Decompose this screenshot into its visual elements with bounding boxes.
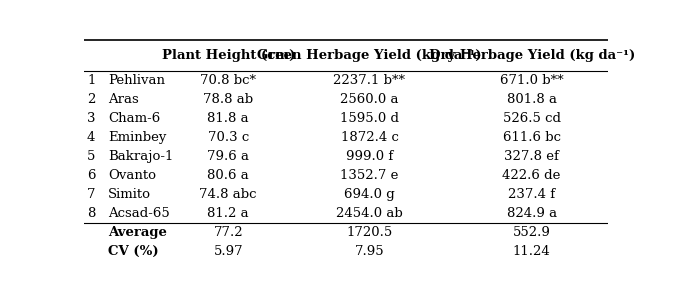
Text: 801.8 a: 801.8 a [507, 92, 557, 106]
Text: 1595.0 d: 1595.0 d [340, 112, 399, 124]
Text: 2560.0 a: 2560.0 a [340, 92, 399, 106]
Text: Bakrajo-1: Bakrajo-1 [108, 150, 173, 163]
Text: 671.0 b**: 671.0 b** [500, 74, 564, 87]
Text: 8: 8 [87, 207, 95, 220]
Text: 3: 3 [87, 112, 95, 124]
Text: 2454.0 ab: 2454.0 ab [336, 207, 403, 220]
Text: 824.9 a: 824.9 a [506, 207, 557, 220]
Text: CV (%): CV (%) [108, 245, 159, 258]
Text: Acsad-65: Acsad-65 [108, 207, 169, 220]
Text: 70.8 bc*: 70.8 bc* [200, 74, 256, 87]
Text: 1352.7 e: 1352.7 e [340, 169, 399, 182]
Text: 4: 4 [87, 131, 95, 144]
Text: 526.5 cd: 526.5 cd [503, 112, 561, 124]
Text: 5.97: 5.97 [213, 245, 243, 258]
Text: 6: 6 [87, 169, 95, 182]
Text: 611.6 bc: 611.6 bc [503, 131, 561, 144]
Text: Aras: Aras [108, 92, 138, 106]
Text: 5: 5 [87, 150, 95, 163]
Text: 552.9: 552.9 [513, 226, 551, 239]
Text: 999.0 f: 999.0 f [346, 150, 393, 163]
Text: 2237.1 b**: 2237.1 b** [333, 74, 406, 87]
Text: Eminbey: Eminbey [108, 131, 166, 144]
Text: 1720.5: 1720.5 [346, 226, 393, 239]
Text: 77.2: 77.2 [213, 226, 243, 239]
Text: 7.95: 7.95 [354, 245, 384, 258]
Text: 1872.4 c: 1872.4 c [341, 131, 398, 144]
Text: Cham-6: Cham-6 [108, 112, 160, 124]
Text: 74.8 abc: 74.8 abc [200, 188, 257, 201]
Text: 327.8 ef: 327.8 ef [504, 150, 559, 163]
Text: 1: 1 [87, 74, 95, 87]
Text: 79.6 a: 79.6 a [207, 150, 249, 163]
Text: Plant Height (cm): Plant Height (cm) [161, 49, 295, 62]
Text: 237.4 f: 237.4 f [508, 188, 556, 201]
Text: Green Herbage Yield (kg da⁻¹): Green Herbage Yield (kg da⁻¹) [257, 49, 482, 62]
Text: 70.3 c: 70.3 c [208, 131, 249, 144]
Text: 81.8 a: 81.8 a [207, 112, 249, 124]
Text: Pehlivan: Pehlivan [108, 74, 165, 87]
Text: 7: 7 [87, 188, 95, 201]
Text: 81.2 a: 81.2 a [207, 207, 249, 220]
Text: Simito: Simito [108, 188, 151, 201]
Text: 2: 2 [87, 92, 95, 106]
Text: 11.24: 11.24 [513, 245, 551, 258]
Text: Average: Average [108, 226, 167, 239]
Text: Dry Herbage Yield (kg da⁻¹): Dry Herbage Yield (kg da⁻¹) [429, 49, 634, 62]
Text: 78.8 ab: 78.8 ab [203, 92, 253, 106]
Text: 422.6 de: 422.6 de [502, 169, 561, 182]
Text: 80.6 a: 80.6 a [207, 169, 249, 182]
Text: Ovanto: Ovanto [108, 169, 156, 182]
Text: 694.0 g: 694.0 g [344, 188, 395, 201]
